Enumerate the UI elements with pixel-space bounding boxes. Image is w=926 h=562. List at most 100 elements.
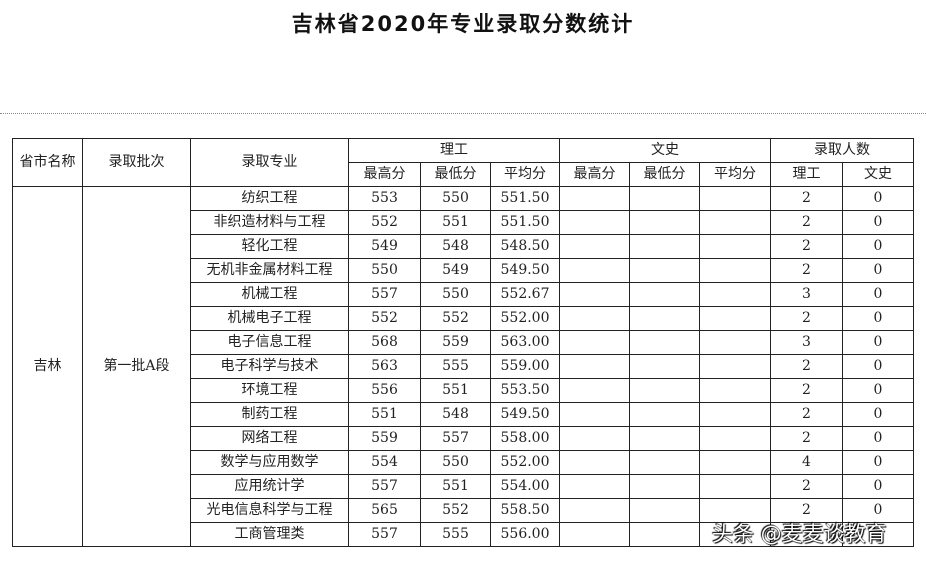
score-table: 省市名称 录取批次 录取专业 理工 文史 录取人数 最高分 最低分 平均分 最高… [12, 138, 914, 547]
arts-max-cell [559, 282, 630, 307]
arts-count-cell: 0 [842, 378, 914, 403]
header-science: 理工 [348, 138, 560, 163]
major-cell: 纺织工程 [190, 186, 349, 211]
sci-max-cell: 549 [348, 234, 421, 259]
sci-count-cell: 2 [770, 426, 843, 451]
major-cell: 应用统计学 [190, 474, 349, 499]
arts-avg-cell [699, 354, 771, 379]
sci-min-cell: 551 [420, 378, 491, 403]
arts-count-cell: 0 [842, 450, 914, 475]
arts-min-cell [629, 306, 700, 331]
arts-avg-cell [699, 306, 771, 331]
major-cell: 机械工程 [190, 282, 349, 307]
arts-count-cell: 0 [842, 258, 914, 283]
table-row: 数学与应用数学 554 550 552.00 4 0 [13, 450, 914, 475]
sci-min-cell: 555 [420, 522, 491, 547]
arts-max-cell [559, 402, 630, 427]
major-cell: 电子信息工程 [190, 330, 349, 355]
arts-count-cell: 0 [842, 306, 914, 331]
arts-avg-cell [699, 378, 771, 403]
table-row: 环境工程 556 551 553.50 2 0 [13, 378, 914, 403]
table-row: 无机非金属材料工程 550 549 549.50 2 0 [13, 258, 914, 283]
sci-max-cell: 556 [348, 378, 421, 403]
arts-min-cell [629, 234, 700, 259]
sci-max-cell: 557 [348, 282, 421, 307]
sci-count-cell: 4 [770, 450, 843, 475]
header-arts-avg: 平均分 [699, 162, 771, 187]
sci-avg-cell: 558.50 [490, 498, 560, 523]
header-sci-count: 理工 [770, 162, 843, 187]
arts-max-cell [559, 186, 630, 211]
sci-max-cell: 552 [348, 210, 421, 235]
table-row: 轻化工程 549 548 548.50 2 0 [13, 234, 914, 259]
arts-avg-cell [699, 474, 771, 499]
sci-min-cell: 559 [420, 330, 491, 355]
sci-avg-cell: 549.50 [490, 258, 560, 283]
sci-min-cell: 557 [420, 426, 491, 451]
table-row: 吉林 第一批A段 纺织工程 553 550 551.50 2 0 [12, 186, 914, 547]
arts-avg-cell [699, 210, 771, 235]
sci-avg-cell: 563.00 [490, 330, 560, 355]
sci-count-cell [770, 522, 843, 547]
sci-avg-cell: 556.00 [490, 522, 560, 547]
arts-count-cell: 0 [842, 498, 914, 523]
arts-count-cell: 0 [842, 402, 914, 427]
header-sci-avg: 平均分 [490, 162, 560, 187]
arts-count-cell: 0 [842, 354, 914, 379]
sci-min-cell: 549 [420, 258, 491, 283]
arts-avg-cell [699, 450, 771, 475]
major-cell: 电子科学与技术 [190, 354, 349, 379]
sci-max-cell: 553 [348, 186, 421, 211]
divider [0, 113, 926, 114]
sci-count-cell: 2 [770, 402, 843, 427]
page-title: 吉林省2020年专业录取分数统计 [291, 12, 635, 36]
arts-min-cell [629, 402, 700, 427]
table-row: 工商管理类 557 555 556.00 [13, 522, 914, 547]
arts-count-cell: 0 [842, 234, 914, 259]
sci-avg-cell: 552.00 [490, 450, 560, 475]
sci-max-cell: 550 [348, 258, 421, 283]
sci-count-cell: 2 [770, 210, 843, 235]
sci-min-cell: 552 [420, 498, 491, 523]
header-batch: 录取批次 [82, 138, 191, 187]
arts-min-cell [629, 426, 700, 451]
sci-min-cell: 550 [420, 186, 491, 211]
sci-avg-cell: 548.50 [490, 234, 560, 259]
arts-max-cell [559, 474, 630, 499]
province-cell: 吉林 [12, 186, 83, 547]
sci-max-cell: 554 [348, 450, 421, 475]
arts-max-cell [559, 306, 630, 331]
sci-max-cell: 557 [348, 522, 421, 547]
arts-min-cell [629, 282, 700, 307]
major-cell: 无机非金属材料工程 [190, 258, 349, 283]
arts-avg-cell [699, 330, 771, 355]
arts-min-cell [629, 354, 700, 379]
sci-min-cell: 551 [420, 210, 491, 235]
sci-min-cell: 551 [420, 474, 491, 499]
sci-min-cell: 555 [420, 354, 491, 379]
sci-avg-cell: 554.00 [490, 474, 560, 499]
table-row: 电子科学与技术 563 555 559.00 2 0 [13, 354, 914, 379]
table-row: 电子信息工程 568 559 563.00 3 0 [13, 330, 914, 355]
header-sci-max: 最高分 [348, 162, 421, 187]
table-row: 制药工程 551 548 549.50 2 0 [13, 402, 914, 427]
major-cell: 机械电子工程 [190, 306, 349, 331]
header-arts-count: 文史 [842, 162, 914, 187]
sci-max-cell: 568 [348, 330, 421, 355]
sci-avg-cell: 559.00 [490, 354, 560, 379]
sci-count-cell: 2 [770, 474, 843, 499]
arts-avg-cell [699, 282, 771, 307]
sci-max-cell: 557 [348, 474, 421, 499]
arts-min-cell [629, 258, 700, 283]
header-province: 省市名称 [12, 138, 83, 187]
arts-min-cell [629, 498, 700, 523]
major-cell: 网络工程 [190, 426, 349, 451]
batch-cell: 第一批A段 [82, 186, 191, 547]
sci-count-cell: 2 [770, 258, 843, 283]
sci-min-cell: 552 [420, 306, 491, 331]
major-cell: 非织造材料与工程 [190, 210, 349, 235]
sci-avg-cell: 552.67 [490, 282, 560, 307]
arts-count-cell: 0 [842, 330, 914, 355]
sci-avg-cell: 553.50 [490, 378, 560, 403]
header-admitted: 录取人数 [770, 138, 914, 163]
